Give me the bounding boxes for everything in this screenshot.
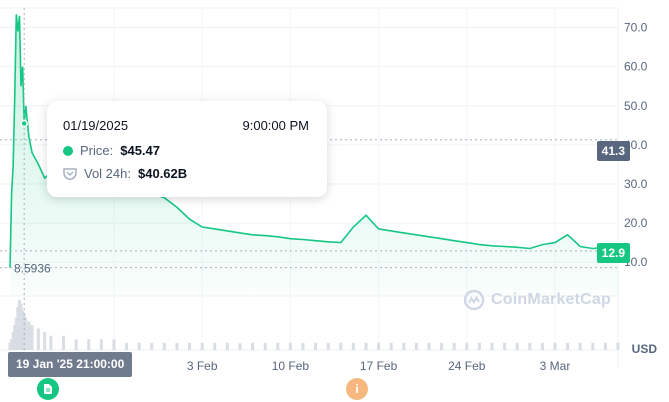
- volume-bar: [414, 342, 418, 350]
- info-icon[interactable]: i: [346, 378, 368, 400]
- volume-bar: [13, 325, 17, 350]
- volume-bar: [36, 328, 40, 350]
- volume-bar: [603, 342, 607, 350]
- volume-bar: [16, 307, 20, 350]
- volume-bar: [314, 342, 318, 350]
- x-tick-label: 17 Feb: [360, 359, 398, 373]
- volume-bar: [427, 342, 431, 350]
- shield-icon: [63, 167, 77, 180]
- hover-tooltip: 01/19/2025 9:00:00 PM Price: $45.47 Vol …: [47, 101, 327, 197]
- volume-bars: [8, 300, 620, 350]
- x-tick-label: 10 Feb: [272, 359, 310, 373]
- volume-bar: [377, 342, 381, 350]
- x-tick-label: 3 Feb: [187, 359, 218, 373]
- volume-bar: [112, 339, 116, 350]
- volume-bar: [11, 332, 15, 350]
- price-area: [10, 14, 618, 297]
- volume-bar: [402, 342, 406, 350]
- volume-bar: [27, 321, 31, 350]
- volume-bar: [213, 342, 217, 350]
- tooltip-price-value: $45.47: [120, 143, 160, 158]
- watermark: CoinMarketCap: [463, 289, 611, 311]
- volume-bar: [440, 342, 444, 350]
- document-icon[interactable]: [37, 378, 59, 400]
- volume-bar: [87, 339, 91, 350]
- volume-bar: [263, 342, 267, 350]
- current-price-badge: 12.9: [596, 243, 630, 263]
- y-tick-label: 50.0: [624, 99, 648, 113]
- volume-bar: [150, 342, 154, 350]
- volume-bar: [251, 342, 255, 350]
- volume-bar: [616, 342, 620, 350]
- volume-bar: [540, 342, 544, 350]
- volume-bar: [503, 342, 507, 350]
- price-line: [9, 14, 619, 268]
- volume-bar: [14, 317, 18, 350]
- volume-bar: [591, 342, 595, 350]
- volume-bar: [364, 342, 368, 350]
- tooltip-volume-row: Vol 24h: $40.62B: [63, 166, 187, 181]
- tooltip-time: 9:00:00 PM: [242, 118, 310, 133]
- volume-bar: [465, 342, 469, 350]
- x-tick-label: 3 Mar: [540, 359, 571, 373]
- tooltip-volume-label: Vol 24h:: [84, 166, 131, 181]
- volume-bar: [339, 342, 343, 350]
- volume-bar: [74, 339, 78, 350]
- volume-bar: [188, 342, 192, 350]
- volume-bar: [477, 342, 481, 350]
- tooltip-price-label: Price:: [80, 143, 114, 158]
- tooltip-volume-value: $40.62B: [138, 166, 188, 181]
- volume-bar: [301, 342, 305, 350]
- y-tick-label: 30.0: [624, 177, 648, 191]
- hover-point: [20, 119, 28, 128]
- low-price-label: 8.5936: [14, 262, 51, 276]
- volume-bar: [30, 325, 34, 350]
- volume-bar: [351, 342, 355, 350]
- watermark-text: CoinMarketCap: [491, 291, 611, 308]
- volume-bar: [162, 342, 166, 350]
- hover-date-badge: 19 Jan '25 21:00:00: [8, 352, 133, 377]
- volume-bar: [326, 342, 330, 350]
- hover-price-badge: 41.3: [596, 141, 630, 161]
- y-tick-label: 60.0: [624, 60, 648, 74]
- y-tick-label: 20.0: [624, 216, 648, 230]
- volume-bar: [10, 339, 14, 350]
- volume-bar: [17, 300, 21, 350]
- coinmarketcap-logo-icon: [463, 289, 485, 311]
- volume-bar: [515, 342, 519, 350]
- volume-bar: [8, 342, 12, 350]
- volume-bar: [200, 342, 204, 350]
- volume-bar: [225, 342, 229, 350]
- volume-bar: [553, 342, 557, 350]
- y-tick-label: 70.0: [624, 21, 648, 35]
- volume-bar: [566, 342, 570, 350]
- volume-bar: [238, 342, 242, 350]
- tooltip-price-row: Price: $45.47: [63, 143, 160, 158]
- volume-bar: [528, 342, 532, 350]
- volume-bar: [62, 335, 66, 350]
- volume-bar: [389, 342, 393, 350]
- volume-bar: [24, 317, 28, 350]
- currency-unit-label[interactable]: USD: [631, 342, 657, 356]
- volume-bar: [21, 310, 25, 350]
- volume-bar: [137, 342, 141, 350]
- volume-bar: [578, 342, 582, 350]
- tooltip-date: 01/19/2025: [63, 118, 129, 133]
- volume-bar: [276, 342, 280, 350]
- volume-bar: [43, 332, 47, 350]
- volume-bar: [99, 339, 103, 350]
- x-tick-label: 24 Feb: [448, 359, 486, 373]
- volume-bar: [19, 303, 23, 350]
- price-dot-icon: [63, 145, 73, 156]
- volume-bar: [125, 342, 129, 350]
- volume-bar: [288, 342, 292, 350]
- volume-bar: [175, 342, 179, 350]
- volume-bar: [452, 342, 456, 350]
- volume-bar: [49, 335, 53, 350]
- volume-bar: [490, 342, 494, 350]
- volume-bar: [22, 314, 26, 350]
